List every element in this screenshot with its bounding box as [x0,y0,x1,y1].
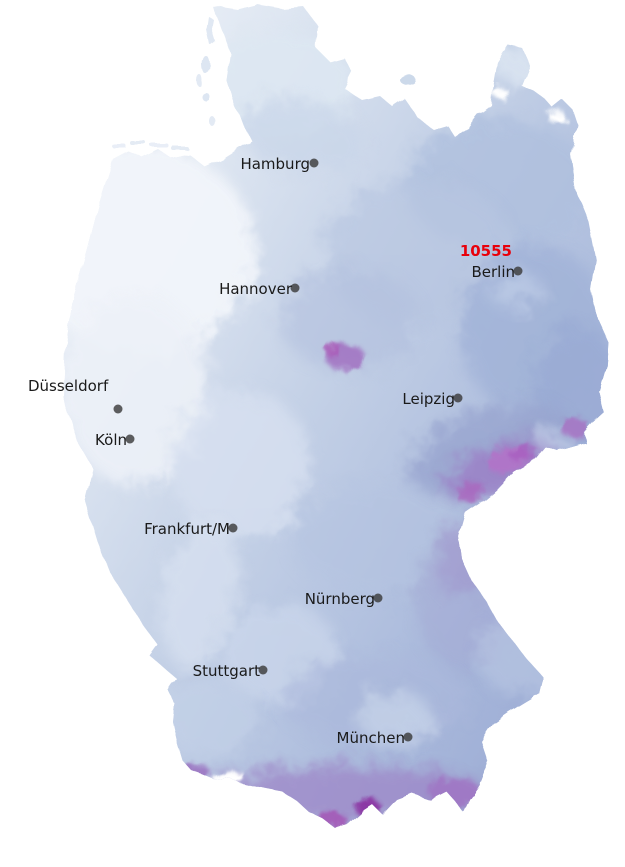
island [196,74,202,86]
postal-code-highlight: 10555 [460,242,512,260]
city-marker-m-nchen [403,732,413,742]
island [400,75,416,85]
city-label-hamburg: Hamburg [240,155,310,173]
city-marker-stuttgart [258,665,268,675]
island [201,55,209,73]
city-marker-frankfurt-m [228,523,238,533]
island [150,143,168,147]
region-blob [491,45,539,85]
region-blob [457,481,483,503]
city-marker-hannover [290,283,300,293]
island [171,146,188,150]
island [206,16,214,44]
city-label-m-nchen: München [337,729,405,747]
water-gap [491,88,509,98]
city-label-leipzig: Leipzig [402,390,455,408]
city-label-n-rnberg: Nürnberg [305,590,375,608]
region-blob [489,272,541,308]
region-blob [324,343,342,357]
region-blob [235,98,365,172]
city-marker-hamburg [309,158,319,168]
island [210,117,216,127]
region-blob [160,678,260,758]
region-blob [210,765,490,825]
city-marker-berlin [513,266,523,276]
city-label-berlin: Berlin [471,263,515,281]
region-blob [280,270,420,370]
city-marker-n-rnberg [373,593,383,603]
region-blob [357,692,433,744]
region-blob [478,615,562,695]
city-marker-k-ln [125,434,135,444]
region-blob [170,390,310,540]
island [202,93,210,101]
city-marker-d-sseldorf [113,404,123,414]
city-label-d-sseldorf: Düsseldorf [28,377,109,395]
island [130,141,146,145]
city-label-stuttgart: Stuttgart [193,662,261,680]
water-gap [547,110,565,122]
region-blob [510,442,534,462]
region-blob [561,417,589,439]
city-label-k-ln: Köln [95,431,127,449]
city-labels: Hamburg Hannover Düsseldorf Köln Frankfurt/M… [28,155,523,747]
island [112,144,126,148]
region-blob [357,797,379,819]
coastal-islands [112,16,416,150]
region-blob [160,520,240,670]
region-blob [316,811,346,828]
city-marker-leipzig [453,393,463,403]
city-label-hannover: Hannover [219,280,293,298]
region-blob [428,777,480,807]
region-blob [181,764,211,786]
city-label-frankfurt-m: Frankfurt/M [144,520,230,538]
region-blob [63,295,210,485]
